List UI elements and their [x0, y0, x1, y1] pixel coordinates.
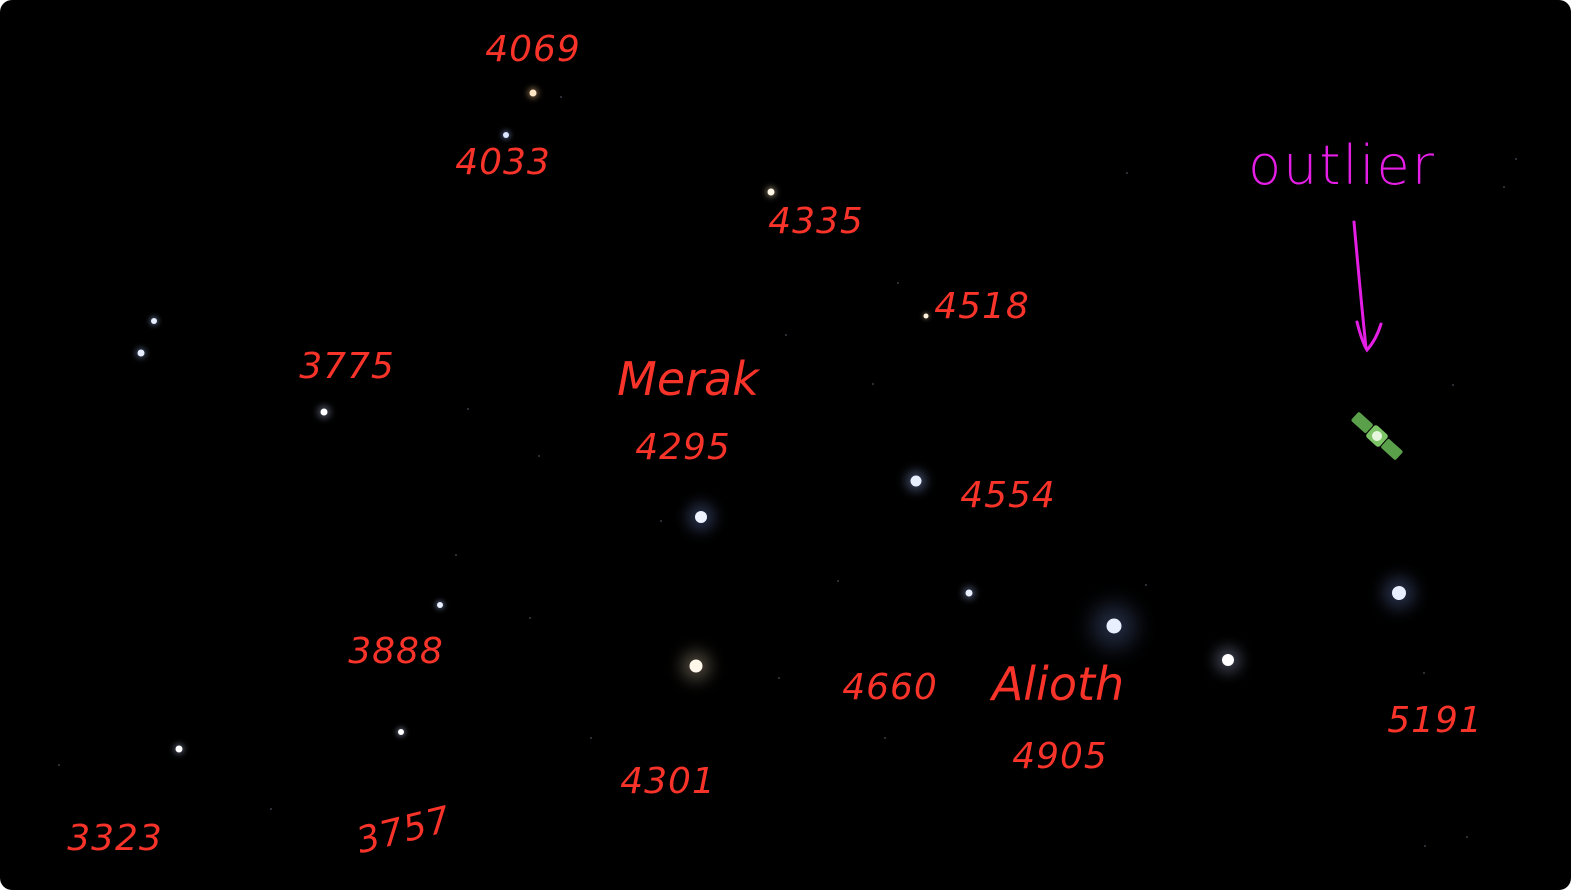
faint-star — [884, 737, 886, 739]
label-5191: 5191 — [1387, 700, 1483, 741]
faint-star — [529, 617, 531, 619]
faint-star — [837, 580, 839, 582]
faint-star — [270, 808, 272, 810]
faint-star — [1145, 584, 1147, 586]
star-merak — [695, 511, 707, 523]
star — [910, 475, 922, 487]
label-4301: 4301 — [620, 761, 716, 802]
faint-star — [1515, 158, 1517, 160]
faint-star — [455, 554, 457, 556]
faint-star — [785, 334, 787, 336]
satellite-icon — [1351, 412, 1403, 460]
star — [437, 602, 443, 608]
faint-star — [1452, 384, 1454, 386]
star — [1222, 654, 1234, 666]
label-4069: 4069 — [485, 29, 581, 70]
faint-star — [1423, 672, 1425, 674]
star-alioth — [1106, 618, 1122, 634]
label-4554: 4554 — [960, 475, 1056, 516]
star — [689, 659, 703, 673]
label-4335: 4335 — [768, 201, 864, 242]
star — [320, 408, 328, 416]
label-3775: 3775 — [299, 346, 395, 387]
label-4660: 4660 — [842, 667, 938, 708]
faint-star — [560, 96, 562, 98]
star — [137, 349, 145, 357]
faint-star — [1424, 845, 1426, 847]
faint-star — [467, 408, 469, 410]
label-4295: 4295 — [635, 427, 731, 468]
label-4033: 4033 — [455, 142, 551, 183]
faint-star — [872, 383, 874, 385]
label-3323: 3323 — [67, 818, 163, 859]
faint-star — [897, 282, 899, 284]
faint-star — [1466, 836, 1468, 838]
label-4518: 4518 — [934, 286, 1030, 327]
star — [175, 745, 183, 753]
star — [767, 188, 775, 196]
star — [923, 313, 929, 319]
star — [529, 89, 537, 97]
faint-star — [1126, 172, 1128, 174]
label-alioth: Alioth — [991, 657, 1125, 711]
star — [398, 729, 404, 735]
star — [151, 318, 157, 324]
faint-star — [778, 677, 780, 679]
star — [503, 132, 509, 138]
label-3888: 3888 — [348, 631, 444, 672]
star — [965, 589, 973, 597]
star — [1392, 586, 1406, 600]
faint-star — [590, 737, 592, 739]
faint-star — [538, 455, 540, 457]
faint-star — [1503, 186, 1505, 188]
label-merak: Merak — [617, 352, 759, 406]
label-4905: 4905 — [1012, 736, 1108, 777]
faint-star — [660, 520, 662, 522]
label-outlier: outlier — [1248, 134, 1436, 197]
faint-star — [58, 764, 60, 766]
